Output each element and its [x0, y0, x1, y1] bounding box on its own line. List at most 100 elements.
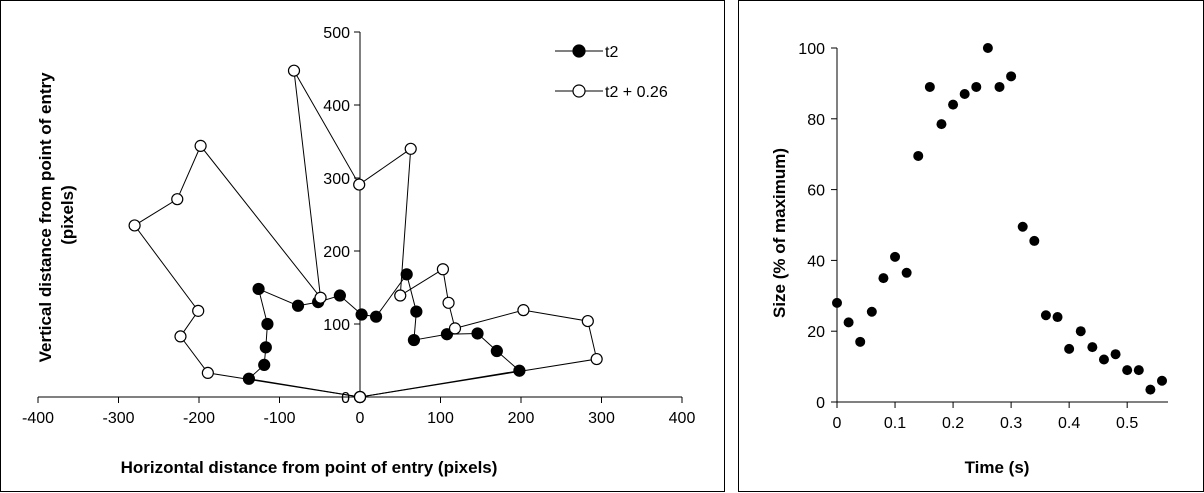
- data-point: [901, 267, 912, 278]
- t2-plus-point: [590, 352, 603, 366]
- t2-plus-point: [436, 263, 450, 276]
- t2-plus-point: [201, 366, 214, 380]
- size-time-series: [832, 43, 1167, 395]
- x-tick-label: 200: [508, 410, 535, 427]
- data-point: [948, 99, 959, 110]
- t2-plus-point: [314, 291, 327, 304]
- data-point: [1075, 326, 1086, 337]
- y-tick-label: 100: [798, 41, 825, 58]
- t2-plus-point: [448, 322, 462, 335]
- t2-point: [259, 341, 272, 354]
- x-tick-label: 0: [833, 415, 842, 432]
- x-tick-label: 300: [588, 410, 615, 427]
- y-tick-label: 0: [341, 390, 350, 407]
- trajectory-chart: -400 -300 -200 -100 0 100 200 300 400 0 100 200 300 4…: [22, 25, 695, 477]
- x-tick-label: -400: [22, 410, 54, 427]
- y-tick-label: 40: [807, 253, 825, 270]
- data-point: [1145, 384, 1156, 395]
- x-axis-title: Time (s): [965, 458, 1030, 477]
- t2-point: [355, 308, 368, 321]
- x-tick-label: 400: [669, 410, 696, 427]
- x-tick-label: 0.1: [884, 415, 906, 432]
- trajectory-axes: -400 -300 -200 -100 0 100 200 300 400 0 100 200 300 4…: [22, 25, 695, 427]
- data-point: [1122, 365, 1133, 376]
- data-point: [1040, 310, 1051, 321]
- data-point: [843, 317, 854, 328]
- data-point: [890, 251, 901, 262]
- x-tick-label: -100: [263, 410, 295, 427]
- data-point: [1006, 71, 1017, 82]
- t2-plus-point: [442, 296, 455, 309]
- x-tick-label: -300: [102, 410, 134, 427]
- size-time-axes: 0 0.1 0.2 0.3 0.4 0.5 0 20 40 60 80 100: [798, 41, 1168, 432]
- y-tick-label: 20: [807, 324, 825, 341]
- y-tick-label: 100: [323, 317, 350, 334]
- t2-plus-point: [174, 330, 187, 343]
- t2-point: [410, 305, 423, 318]
- t2-point: [261, 317, 274, 331]
- x-tick-label: 0.3: [1000, 415, 1022, 432]
- t2-point: [370, 310, 383, 323]
- data-point: [1133, 365, 1144, 376]
- size-time-chart-panel: 0 0.1 0.2 0.3 0.4 0.5 0 20 40 60 80 100 Time (s) Si…: [738, 0, 1204, 492]
- t2-plus-point: [192, 304, 205, 317]
- data-point: [866, 306, 877, 317]
- t2-plus-point: [194, 139, 207, 152]
- x-tick-label: 0.4: [1058, 415, 1080, 432]
- trajectory-chart-panel: -400 -300 -200 -100 0 100 200 300 400 0 100 200 300 4…: [0, 0, 725, 492]
- trajectory-series: [128, 64, 603, 404]
- y-tick-label: 500: [323, 25, 350, 42]
- size-time-chart: 0 0.1 0.2 0.3 0.4 0.5 0 20 40 60 80 100 Time (s) Si…: [770, 41, 1168, 477]
- data-point: [1017, 221, 1028, 232]
- t2-point: [513, 364, 526, 377]
- data-point: [924, 81, 935, 92]
- t2-plus-point: [581, 314, 594, 328]
- data-point: [878, 273, 889, 284]
- data-point: [1098, 354, 1109, 365]
- y-tick-label: 0: [816, 395, 825, 412]
- x-axis-title: Horizontal distance from point of entry …: [121, 458, 498, 477]
- legend-label-2: t2 + 0.26: [605, 84, 668, 101]
- legend-marker-2: [572, 84, 586, 98]
- t2-point: [400, 268, 413, 281]
- data-point: [936, 119, 947, 130]
- data-point: [971, 81, 982, 92]
- data-point: [959, 89, 970, 100]
- x-tick-label: 0: [356, 410, 365, 427]
- y-tick-label: 300: [323, 171, 350, 188]
- t2-plus-point: [404, 142, 417, 155]
- y-tick-label: 400: [323, 98, 350, 115]
- legend-label-1: t2: [605, 44, 618, 61]
- y-axis-title: Vertical distance from point of entry (p…: [36, 68, 77, 363]
- t2-point: [333, 289, 346, 302]
- y-tick-label: 60: [807, 183, 825, 200]
- data-point: [855, 336, 866, 347]
- x-tick-label: 100: [427, 410, 454, 427]
- t2-plus-point: [128, 219, 141, 232]
- data-point: [994, 81, 1005, 92]
- t2-point: [440, 328, 454, 341]
- t2-point: [252, 282, 265, 296]
- t2-point: [471, 327, 484, 340]
- data-point: [1029, 235, 1040, 246]
- x-tick-label: 0.5: [1116, 415, 1138, 432]
- t2-plus-point: [171, 193, 184, 206]
- t2-plus-point: [394, 289, 407, 302]
- y-axis-title-line-2: (pixels): [58, 185, 77, 245]
- data-point: [1087, 342, 1098, 353]
- data-point: [913, 150, 924, 161]
- t2-plus-point: [353, 178, 366, 191]
- t2-plus-point: [353, 390, 367, 404]
- y-tick-label: 80: [807, 112, 825, 129]
- y-axis-title-line-1: Vertical distance from point of entry: [36, 72, 55, 363]
- t2-point: [258, 358, 271, 371]
- t2-point: [291, 299, 305, 312]
- trajectory-legend: t2 t2 + 0.26: [555, 44, 668, 101]
- data-point: [1064, 343, 1075, 354]
- t2-plus-point: [517, 304, 530, 317]
- series-line-2: [133, 70, 598, 398]
- t2-point: [490, 344, 503, 358]
- data-point: [982, 43, 993, 53]
- y-axis-title: Size (% of maximum): [770, 148, 789, 318]
- t2-plus-point: [287, 64, 301, 77]
